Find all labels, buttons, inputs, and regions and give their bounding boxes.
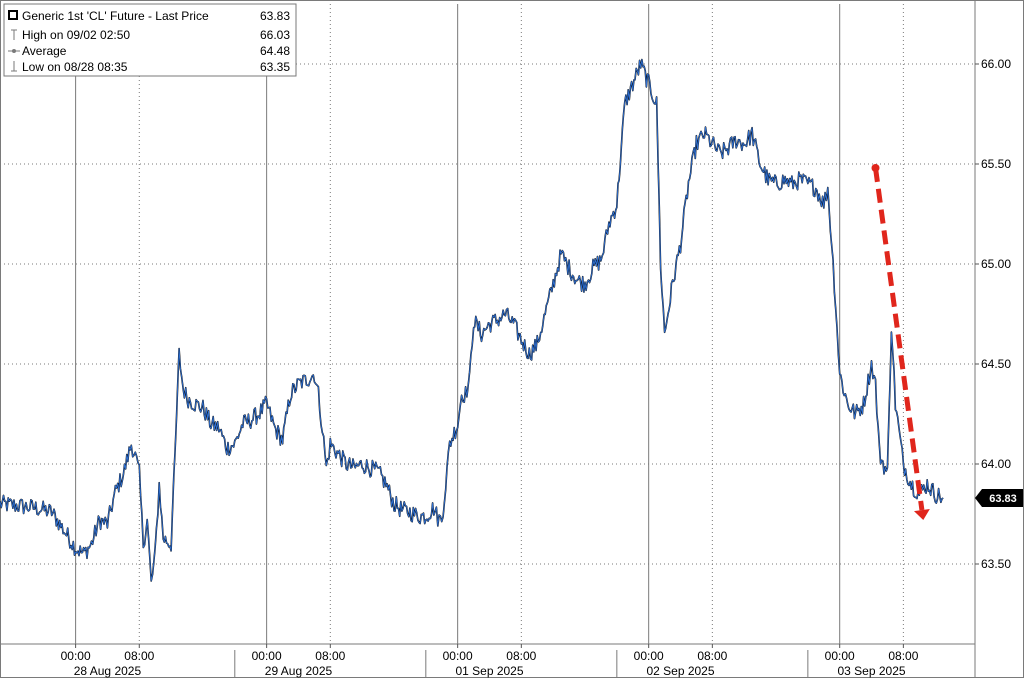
x-tick-label: 08:00	[506, 649, 536, 663]
date-label: 03 Sep 2025	[837, 664, 905, 678]
y-tick-label: 65.50	[981, 157, 1011, 171]
x-tick-label: 00:00	[443, 649, 473, 663]
legend-series-label: Generic 1st 'CL' Future - Last Price	[22, 9, 209, 23]
grid-lines	[0, 4, 975, 644]
last-price-badge-text: 63.83	[989, 493, 1017, 505]
price-line-blue	[0, 59, 944, 582]
x-tick-label: 00:00	[61, 649, 91, 663]
trend-arrowhead	[913, 509, 930, 520]
legend-box: Generic 1st 'CL' Future - Last Price 63.…	[3, 3, 297, 77]
y-tick-label: 65.00	[981, 257, 1011, 271]
low-marker-icon	[11, 61, 17, 72]
x-tick-label: 00:00	[252, 649, 282, 663]
legend-high-value: 66.03	[260, 28, 290, 42]
date-label: 02 Sep 2025	[646, 664, 714, 678]
price-series	[0, 58, 944, 582]
legend-high-label: High on 09/02 02:50	[22, 28, 130, 42]
y-tick-label: 64.50	[981, 357, 1011, 371]
legend-average-value: 64.48	[260, 44, 290, 58]
annotation-arrows	[871, 164, 930, 520]
x-tick-label: 08:00	[315, 649, 345, 663]
axes: 63.50 64.00 64.50 65.00 65.50 66.00 00:00 08:00…	[61, 57, 1012, 678]
high-marker-icon	[11, 29, 17, 40]
legend-low-label: Low on 08/28 08:35	[22, 60, 128, 74]
y-tick-label: 66.00	[981, 57, 1011, 71]
x-tick-label: 08:00	[124, 649, 154, 663]
date-label: 01 Sep 2025	[455, 664, 523, 678]
last-price-badge-shape	[975, 489, 1023, 507]
last-price-badge: 63.83	[975, 489, 1023, 507]
y-tick-label: 63.50	[981, 557, 1011, 571]
x-tick-label: 00:00	[634, 649, 664, 663]
average-dot-icon	[12, 49, 16, 53]
trend-arrow	[873, 167, 925, 511]
legend-average-label: Average	[22, 44, 67, 58]
x-tick-label: 00:00	[825, 649, 855, 663]
date-label: 29 Aug 2025	[265, 664, 333, 678]
date-label: 28 Aug 2025	[74, 664, 142, 678]
x-tick-label: 08:00	[697, 649, 727, 663]
legend-last-value: 63.83	[260, 9, 290, 23]
legend-swatch-inner	[10, 12, 16, 18]
legend-low-value: 63.35	[260, 60, 290, 74]
x-tick-label: 08:00	[888, 649, 918, 663]
y-tick-label: 64.00	[981, 457, 1011, 471]
